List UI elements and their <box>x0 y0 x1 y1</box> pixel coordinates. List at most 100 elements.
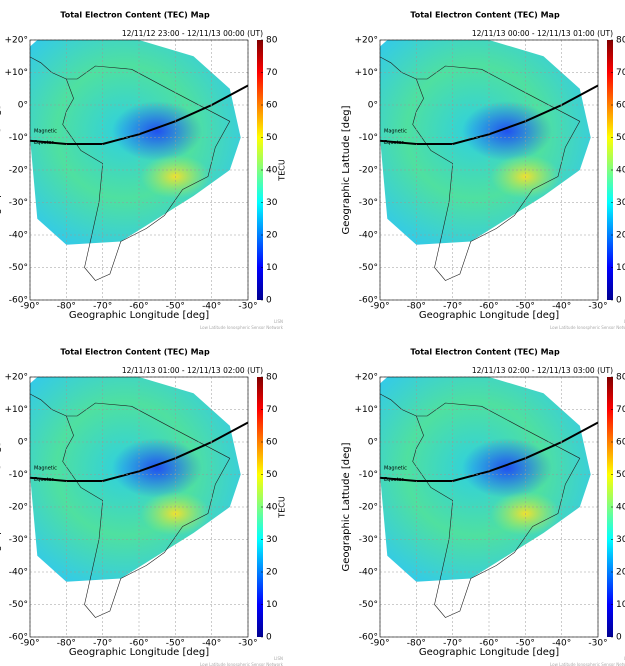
colorbar-label: TECU <box>278 159 287 182</box>
colorbar-tick-label: 60 <box>266 101 278 111</box>
x-tick-label: -30° <box>588 639 607 649</box>
y-tick-label: +20° <box>355 36 379 46</box>
colorbar-tick-label: 0 <box>266 633 272 643</box>
x-tick-label: -60° <box>479 302 498 312</box>
tec-low <box>112 438 203 498</box>
y-axis-label: Geographic Lattude [deg] <box>0 105 2 234</box>
plot-frame <box>379 39 599 301</box>
colorbar-tick-label: 60 <box>266 438 278 448</box>
colorbar-tick-label: 60 <box>616 438 625 448</box>
y-tick-label: -40° <box>9 568 28 578</box>
subtitle: 12/11/13 00:00 - 12/11/13 01:00 (UT) <box>472 29 613 38</box>
plot-frame <box>29 376 249 638</box>
y-tick-label: -30° <box>359 535 378 545</box>
colorbar-tick-label: 0 <box>616 296 622 306</box>
colorbar-tick-label: 70 <box>266 405 278 415</box>
colorbar-tick-label: 30 <box>266 198 278 208</box>
x-tick-label: -80° <box>57 639 76 649</box>
footer: Low Latitude Ionospheric Sensor Network <box>550 662 625 666</box>
subtitle: 12/11/13 01:00 - 12/11/13 02:00 (UT) <box>122 366 263 375</box>
colorbar-tick-label: 40 <box>266 503 278 513</box>
y-tick-label: -20° <box>359 503 378 513</box>
y-tick-label: -20° <box>9 166 28 176</box>
annotation: Magnetic <box>384 466 407 472</box>
panel: -90° -80° -70° -60° -50° -40° -30° +20° +10° 0° -1… <box>0 11 287 331</box>
chart-title: Total Electron Content (TEC) Map <box>410 348 560 357</box>
colorbar-tick-label: 20 <box>266 231 278 241</box>
x-tick-label: -40° <box>202 302 221 312</box>
x-tick-label: -30° <box>238 639 257 649</box>
chart-title: Total Electron Content (TEC) Map <box>410 11 560 20</box>
colorbar-tick-label: 50 <box>266 470 278 480</box>
colorbar-tick-label: 10 <box>266 600 278 610</box>
colorbar-tick-label: 30 <box>266 535 278 545</box>
colorbar-tick-label: 80 <box>616 373 625 383</box>
colorbar <box>607 40 613 300</box>
x-tick-label: -90° <box>370 302 389 312</box>
tec-low <box>112 101 203 161</box>
y-tick-label: +20° <box>355 373 379 383</box>
x-tick-label: -70° <box>443 302 462 312</box>
x-tick-label: -60° <box>129 639 148 649</box>
tec-low <box>462 101 553 161</box>
panel: -90° -80° -70° -60° -50° -40° -30° +20° +10° 0° -1… <box>341 11 625 331</box>
y-tick-label: -10° <box>359 470 378 480</box>
y-tick-label: -40° <box>359 231 378 241</box>
colorbar-tick-label: 40 <box>616 503 625 513</box>
y-tick-label: -60° <box>9 296 28 306</box>
colorbar-tick-label: 20 <box>616 568 625 578</box>
map-layer <box>30 377 248 618</box>
y-tick-label: -20° <box>9 503 28 513</box>
chart-title: Total Electron Content (TEC) Map <box>60 11 210 20</box>
colorbar-tick-label: 50 <box>266 133 278 143</box>
y-tick-label: -30° <box>9 198 28 208</box>
map-layer <box>30 40 248 281</box>
y-tick-label: -10° <box>9 470 28 480</box>
x-tick-label: -30° <box>588 302 607 312</box>
annotation: Magnetic <box>34 129 57 135</box>
x-tick-label: -70° <box>93 302 112 312</box>
colorbar-tick-label: 70 <box>266 68 278 78</box>
x-axis-label: Geographic Longitude [deg] <box>69 310 209 321</box>
colorbar-tick-label: 40 <box>616 166 625 176</box>
x-tick-label: -80° <box>57 302 76 312</box>
colorbar-tick-label: 80 <box>266 373 278 383</box>
x-tick-label: -70° <box>443 639 462 649</box>
x-tick-label: -40° <box>202 639 221 649</box>
panel: -90° -80° -70° -60° -50° -40° -30° +20° +10° 0° -1… <box>0 348 287 666</box>
colorbar-tick-label: 10 <box>616 263 625 273</box>
y-tick-label: -60° <box>359 633 378 643</box>
colorbar-tick-label: 40 <box>266 166 278 176</box>
chart-title: Total Electron Content (TEC) Map <box>60 348 210 357</box>
x-tick-label: -40° <box>552 302 571 312</box>
footer: Low Latitude Ionospheric Sensor Network <box>550 325 625 330</box>
colorbar-tick-label: 30 <box>616 535 625 545</box>
plot-frame <box>379 376 599 638</box>
colorbar-tick-label: 50 <box>616 133 625 143</box>
footer: Low Latitude Ionospheric Sensor Network <box>200 662 284 666</box>
y-tick-label: -40° <box>359 568 378 578</box>
y-tick-label: +20° <box>5 373 29 383</box>
colorbar-tick-label: 30 <box>616 198 625 208</box>
y-tick-label: -60° <box>9 633 28 643</box>
colorbar <box>257 40 263 300</box>
y-axis-label: Geographic Lattude [deg] <box>341 442 352 571</box>
y-tick-label: +10° <box>355 68 379 78</box>
y-tick-label: -10° <box>359 133 378 143</box>
colorbar-label: TECU <box>278 496 287 519</box>
colorbar-tick-label: 60 <box>616 101 625 111</box>
y-tick-label: -30° <box>9 535 28 545</box>
x-tick-label: -60° <box>129 302 148 312</box>
colorbar-tick-label: 0 <box>616 633 622 643</box>
x-tick-label: -80° <box>407 639 426 649</box>
colorbar-tick-label: 50 <box>616 470 625 480</box>
tec-low <box>462 438 553 498</box>
y-tick-label: -50° <box>359 263 378 273</box>
x-tick-label: -50° <box>166 302 185 312</box>
colorbar-tick-label: 20 <box>616 231 625 241</box>
x-axis-label: Geographic Longitude [deg] <box>419 647 559 658</box>
y-tick-label: -50° <box>359 600 378 610</box>
x-tick-label: -30° <box>238 302 257 312</box>
footer: Low Latitude Ionospheric Sensor Network <box>200 325 284 330</box>
